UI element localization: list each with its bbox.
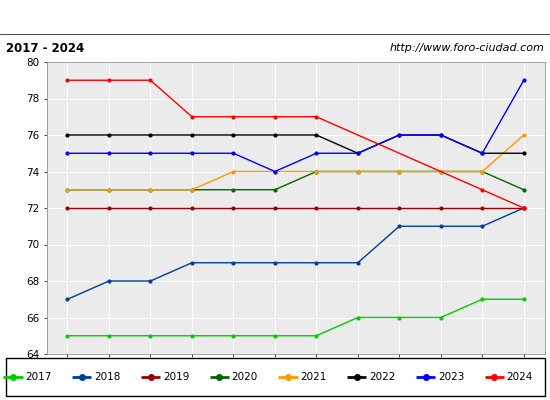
Text: 2020: 2020 (232, 372, 258, 382)
Text: Evolucion num de emigrantes en Coreses: Evolucion num de emigrantes en Coreses (98, 10, 452, 24)
Text: 2021: 2021 (300, 372, 327, 382)
Text: 2017: 2017 (25, 372, 52, 382)
Text: 2017 - 2024: 2017 - 2024 (6, 42, 84, 54)
Text: 2018: 2018 (94, 372, 120, 382)
Text: 2024: 2024 (507, 372, 533, 382)
Text: 2022: 2022 (369, 372, 395, 382)
Text: 2019: 2019 (163, 372, 189, 382)
Text: http://www.foro-ciudad.com: http://www.foro-ciudad.com (389, 43, 544, 53)
Text: 2023: 2023 (438, 372, 464, 382)
